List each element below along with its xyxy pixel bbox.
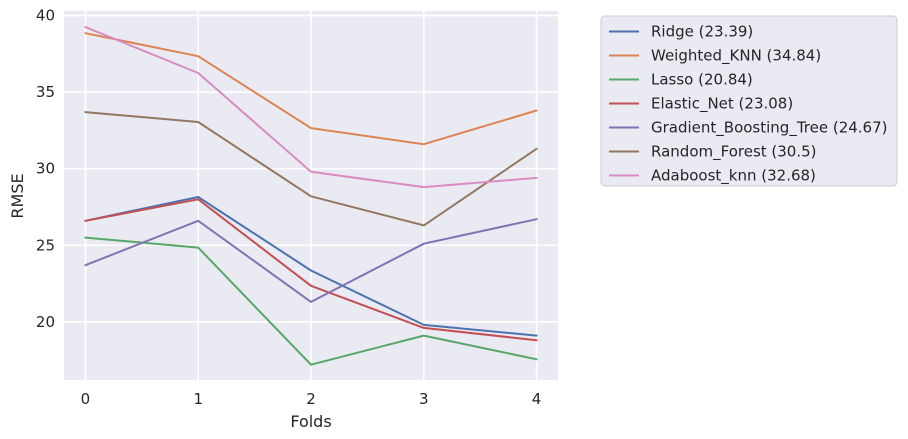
legend-label: Weighted_KNN (34.84) — [651, 47, 821, 66]
y-tick-label: 35 — [36, 83, 55, 101]
series-line — [84, 218, 538, 303]
legend-label: Lasso (20.84) — [651, 71, 753, 89]
x-tick-label: 1 — [193, 390, 203, 408]
series-line — [84, 236, 538, 366]
y-tick-label: 30 — [36, 160, 55, 178]
series-line — [84, 32, 538, 146]
series-line — [84, 196, 538, 337]
y-tick-label: 40 — [36, 7, 55, 25]
y-tick-label: 20 — [36, 313, 55, 331]
legend-label: Adaboost_knn (32.68) — [651, 167, 816, 186]
legend-label: Ridge (23.39) — [651, 23, 753, 41]
legend-label: Gradient_Boosting_Tree (24.67) — [651, 119, 888, 138]
x-tick-label: 3 — [419, 390, 429, 408]
series-line — [84, 26, 538, 189]
legend: Ridge (23.39) Weighted_KNN (34.84) Lasso (… — [600, 15, 898, 187]
y-tick-labels: 20 25 30 35 40 — [36, 7, 55, 331]
series-lines — [84, 26, 538, 366]
legend-items: Ridge (23.39) Weighted_KNN (34.84) Lasso (… — [609, 23, 888, 186]
x-tick-label: 2 — [306, 390, 316, 408]
y-axis-label: RMSE — [8, 173, 27, 218]
series-line — [84, 198, 538, 342]
x-tick-label: 0 — [81, 390, 91, 408]
legend-label: Elastic_Net (23.08) — [651, 95, 793, 114]
y-tick-label: 25 — [36, 236, 55, 254]
x-tick-labels: 0 1 2 3 4 — [81, 390, 542, 408]
legend-box — [600, 15, 898, 187]
legend-label: Random_Forest (30.5) — [651, 143, 817, 162]
series-line — [84, 111, 538, 227]
x-axis-label: Folds — [290, 412, 331, 431]
x-tick-label: 4 — [532, 390, 542, 408]
